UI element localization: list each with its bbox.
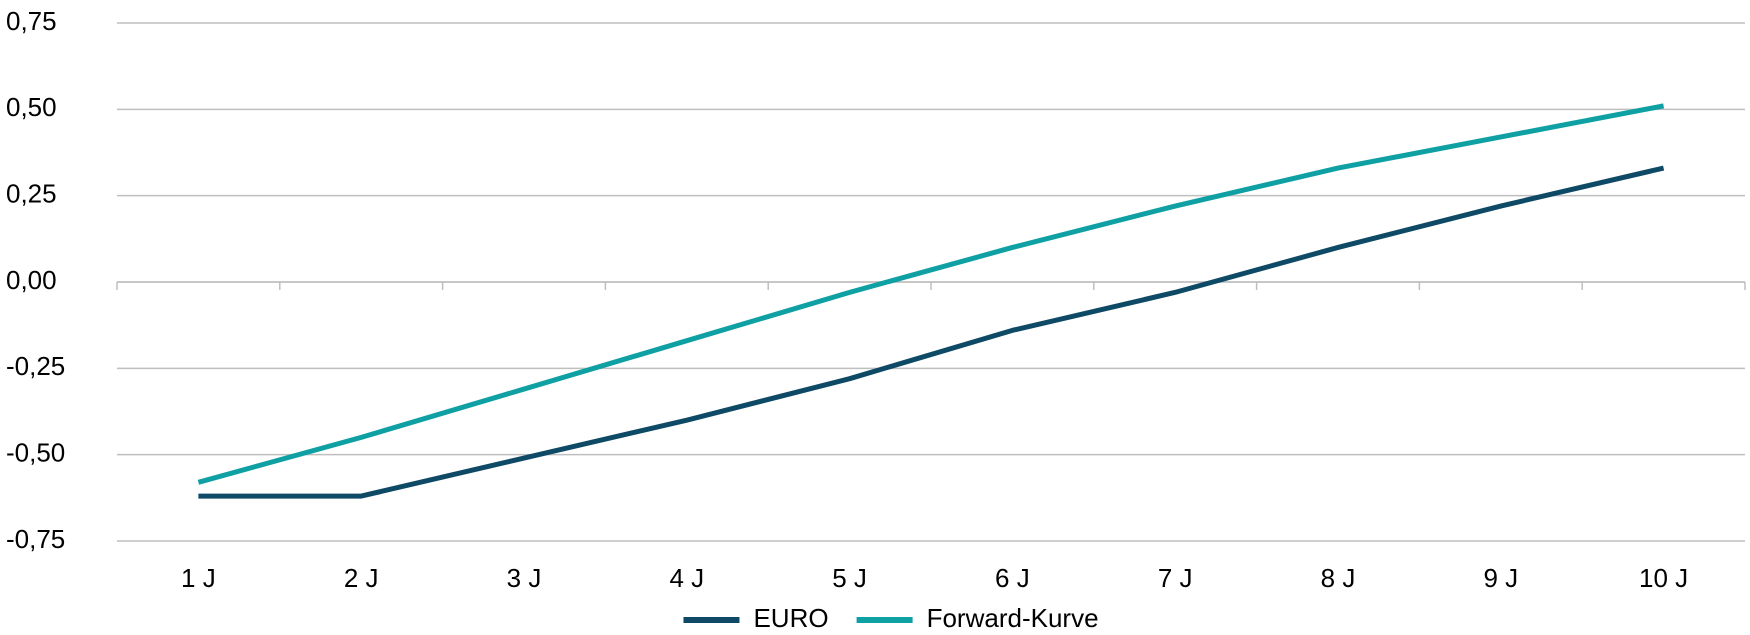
x-tick-label: 6 J <box>995 563 1030 593</box>
y-tick-label: -0,75 <box>6 524 65 554</box>
series-line <box>198 165 1665 499</box>
y-tick-label: 0,00 <box>6 265 57 295</box>
x-tick-label: 5 J <box>832 563 867 593</box>
x-tick-label: 8 J <box>1321 563 1356 593</box>
x-tick-label: 10 J <box>1639 563 1688 593</box>
x-tick-label: 9 J <box>1483 563 1518 593</box>
x-tick-label: 1 J <box>181 563 216 593</box>
legend-label: Forward-Kurve <box>927 603 1099 633</box>
y-tick-label: 0,50 <box>6 92 57 122</box>
x-tick-label: 7 J <box>1158 563 1193 593</box>
x-tick-label: 4 J <box>669 563 704 593</box>
y-tick-label: -0,50 <box>6 438 65 468</box>
x-tick-label: 3 J <box>507 563 542 593</box>
y-tick-label: 0,25 <box>6 179 57 209</box>
x-tick-label: 2 J <box>344 563 379 593</box>
y-tick-label: -0,25 <box>6 351 65 381</box>
series-line <box>197 103 1665 485</box>
y-tick-label: 0,75 <box>6 6 57 36</box>
legend-label: EURO <box>753 603 828 633</box>
